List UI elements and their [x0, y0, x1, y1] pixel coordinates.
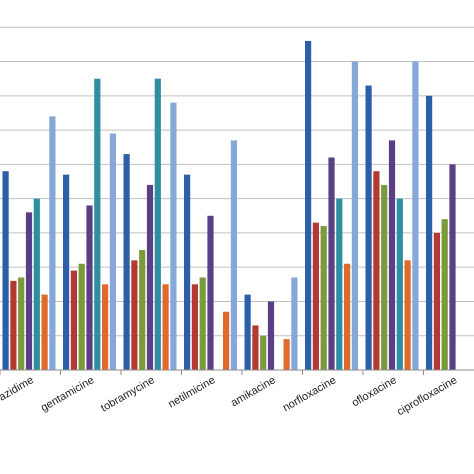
bar: [433, 232, 440, 370]
category-label: norfloxacine: [281, 374, 338, 414]
bar: [267, 301, 275, 370]
bar: [49, 116, 56, 370]
bar: [123, 154, 130, 370]
bar: [320, 226, 327, 370]
bar: [344, 263, 351, 370]
category-label: tobramycine: [99, 374, 157, 414]
bar: [260, 335, 267, 370]
bar: [162, 284, 169, 370]
bar: [426, 95, 433, 371]
bar: [10, 280, 17, 370]
bar: [404, 260, 411, 370]
bar: [365, 85, 372, 370]
category-label: ofloxacine: [350, 374, 399, 409]
bar: [146, 184, 154, 370]
bar: [373, 171, 380, 370]
bar: [351, 61, 358, 370]
bars: [2, 40, 456, 371]
category-labels: azidime gentamicine tobramycine netilmicine…: [0, 374, 459, 418]
category-label: ciprofloxacine: [395, 374, 459, 418]
x-axis: [0, 369, 474, 375]
bar: [109, 133, 116, 370]
bar: [102, 284, 109, 370]
bar: [18, 277, 25, 370]
bar: [449, 164, 456, 370]
bar: [70, 270, 77, 370]
bar: [170, 102, 177, 370]
bar: [199, 277, 206, 370]
bar: [86, 205, 93, 370]
bar: [412, 61, 419, 370]
bar: [252, 325, 259, 370]
bar: [328, 157, 335, 370]
bar: [396, 198, 403, 370]
category-label: netilmicine: [166, 374, 217, 410]
bar: [184, 174, 191, 370]
category-label: amikacine: [229, 374, 278, 409]
bar: [207, 215, 214, 370]
bar: [2, 171, 9, 370]
bar: [305, 40, 312, 371]
bar: [94, 78, 101, 370]
bar: [291, 277, 298, 370]
bar: [63, 174, 70, 370]
bar: [244, 294, 251, 370]
bar: [381, 184, 388, 370]
bar: [41, 294, 48, 370]
bar: [25, 212, 33, 370]
bar: [388, 140, 396, 370]
category-label: gentamicine: [39, 374, 96, 414]
category-label: azidime: [0, 374, 36, 403]
bar: [131, 260, 138, 370]
bar: [312, 222, 319, 370]
bar: [283, 339, 290, 370]
bar: [191, 284, 198, 370]
bar: [154, 78, 161, 370]
bar: [78, 263, 85, 370]
bar: [230, 140, 237, 370]
bar: [139, 250, 146, 370]
bar: [33, 198, 40, 370]
bar: [441, 219, 448, 370]
bar: [336, 198, 343, 370]
bar: [223, 311, 230, 370]
